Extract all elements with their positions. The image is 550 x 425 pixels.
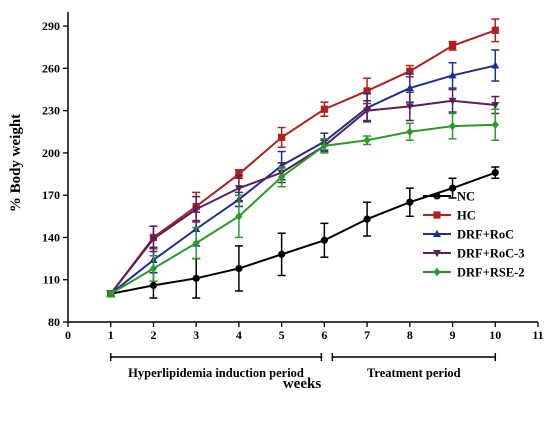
data-point [320,105,328,113]
period-annotations: Hyperlipidemia induction period Treatment… [109,353,497,380]
y-tick-label: 80 [48,315,60,329]
data-point [192,238,200,248]
legend-label: DRF+RoC [457,228,514,242]
legend-marker [433,267,441,277]
data-point [278,250,286,258]
data-point [149,281,158,289]
data-point [491,61,500,69]
data-point [363,107,372,115]
y-tick-label: 170 [42,188,60,202]
y-tick-label: 140 [42,230,60,244]
data-point [406,67,414,75]
legend-marker [433,229,441,237]
legend-label: DRF+RoC-3 [457,247,525,261]
series-DRF+RSE-2 [106,108,500,299]
series-DRF+RoC [106,49,500,298]
data-point [448,184,457,192]
y-tick-label: 260 [42,61,60,75]
y-axis-title: % Body weight [8,114,24,212]
series-DRF+RoC-3 [106,88,500,299]
x-axis-title: weeks [283,376,321,392]
series-line [110,64,496,295]
data-point [405,103,414,111]
data-point [107,289,115,299]
data-point [235,170,243,178]
x-tick-label: 1 [108,328,114,342]
data-point [448,121,457,131]
data-point [363,87,371,95]
data-point [363,215,371,223]
data-point [235,264,243,273]
x-tick-label: 4 [236,328,242,342]
series-line [109,99,496,295]
data-point [192,274,200,282]
data-point [491,102,500,110]
data-point [320,236,328,244]
data-point [278,133,286,142]
axes: 80 110 140 170 200 230 260 290 0 1 2 3 4 5 6 7 8 9 10 11 [42,12,544,342]
x-tick-label: 11 [532,328,543,342]
x-tick-label: 6 [321,328,327,342]
legend: NC HC DRF+RoC DRF+RoC-3 DRF+RSE-2 [423,190,525,280]
data-point [320,141,328,151]
y-tick-label: 290 [42,19,60,33]
series-group [106,18,500,299]
data-point [406,127,414,136]
data-point [406,198,414,206]
legend-item: HC [423,209,476,223]
legend-marker [433,211,441,219]
legend-marker [433,192,441,200]
x-tick-label: 10 [489,328,501,342]
legend-label: HC [457,209,476,223]
data-point [448,42,457,50]
data-point [491,26,499,34]
legend-item: NC [423,190,475,204]
series-line [109,29,496,295]
legend-label: NC [457,190,475,204]
x-tick-label: 9 [450,328,456,342]
legend-label: DRF+RSE-2 [457,266,525,280]
x-tick-label: 7 [364,328,370,342]
data-point [235,212,243,221]
x-tick-label: 2 [150,328,156,342]
data-point [405,83,414,92]
x-tick-label: 0 [65,328,71,342]
x-tick-label: 3 [193,328,199,342]
series-line [110,123,496,295]
data-point [234,185,243,193]
period-1: Hyperlipidemia induction period [109,353,323,380]
data-point [448,97,457,105]
y-tick-label: 200 [42,146,60,160]
period-label: Treatment period [367,366,461,380]
data-point [363,136,371,145]
legend-item: DRF+RoC [423,228,514,242]
data-point [491,120,499,129]
legend-item: DRF+RoC-3 [423,247,525,261]
y-tick-label: 110 [43,273,60,287]
data-point [149,235,158,244]
period-label: Hyperlipidemia induction period [128,366,304,380]
x-tick-label: 8 [407,328,413,342]
series-NC [106,166,500,299]
data-point [149,264,158,273]
legend-item: DRF+RSE-2 [423,266,525,280]
data-point [278,172,286,182]
data-point [491,169,499,177]
data-point [192,206,201,214]
data-point [448,71,457,79]
period-2: Treatment period [331,353,497,380]
legend-marker [433,250,441,258]
y-tick-label: 230 [42,104,60,118]
x-tick-label: 5 [279,328,285,342]
